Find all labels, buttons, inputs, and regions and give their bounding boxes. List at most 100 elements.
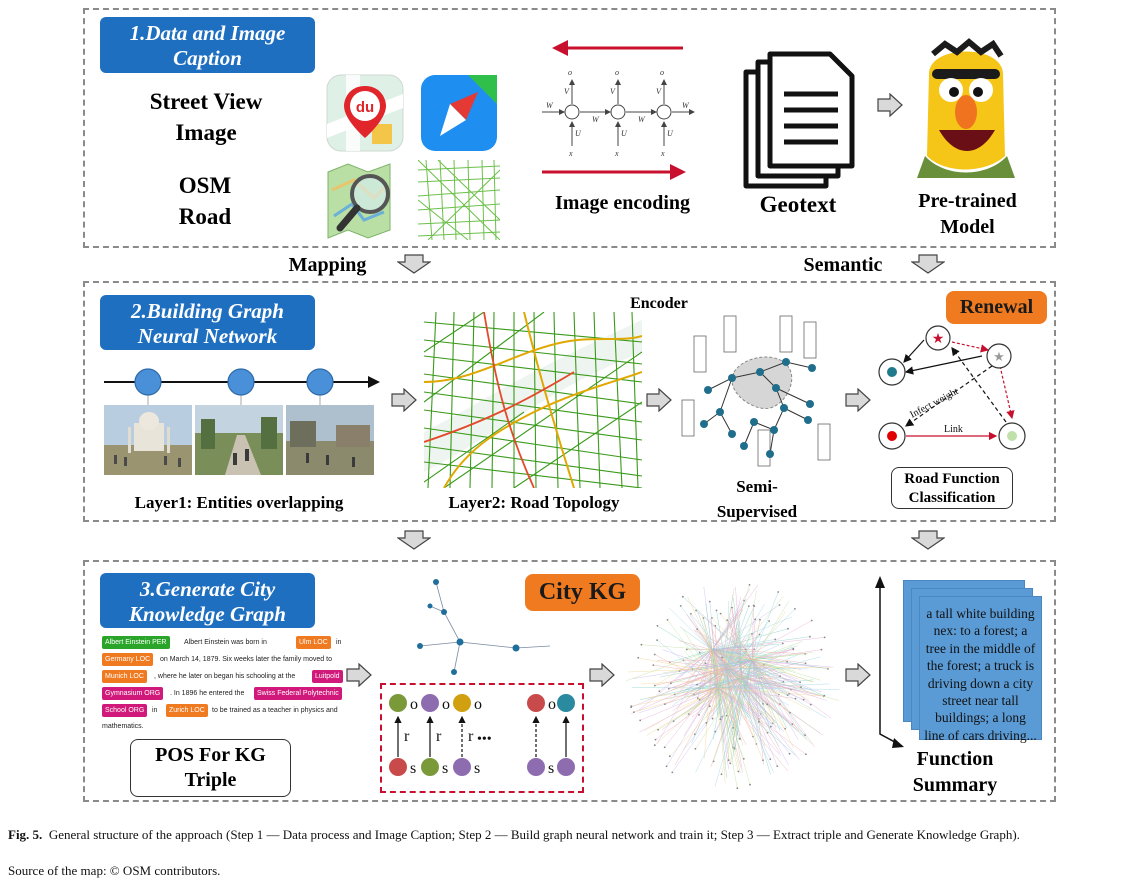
kg-node — [658, 690, 661, 693]
kg-edge — [751, 659, 764, 766]
kg-edge — [711, 649, 782, 729]
kg-node — [654, 684, 656, 687]
svg-text:V: V — [610, 87, 616, 96]
kg-edge — [751, 648, 794, 661]
baidu-icon-text: du — [356, 99, 374, 116]
kg-edge — [702, 615, 719, 689]
kg-edge — [751, 659, 821, 681]
kg-edge — [741, 677, 775, 680]
kg-node — [823, 636, 826, 639]
panel-city-knowledge-graph — [83, 560, 1056, 802]
pos-kg-triple-box: POS For KG Triple — [130, 739, 291, 797]
kg-node — [804, 662, 807, 665]
kg-edge — [711, 628, 727, 669]
kg-node — [729, 762, 732, 765]
kg-node — [719, 612, 722, 615]
street-view-photo-1 — [104, 405, 192, 475]
svg-text:o: o — [548, 696, 556, 713]
small-kg-graph — [417, 579, 551, 675]
kg-node — [705, 722, 708, 724]
kg-edge — [751, 605, 754, 661]
kg-edge — [711, 649, 730, 764]
city-kg-hairball-graph — [626, 584, 840, 790]
kg-node — [633, 711, 635, 713]
kg-node — [777, 591, 780, 593]
kg-edge — [628, 667, 727, 673]
kg-edge — [695, 677, 743, 691]
panel3-header: 3.Generate City Knowledge Graph — [100, 573, 315, 628]
svg-text:U: U — [621, 129, 628, 138]
kg-node — [668, 755, 671, 758]
kg-edge — [711, 616, 793, 651]
function-summary-text: a tall white building nex: to a forest; … — [924, 606, 1037, 743]
gray-arrow-right-5 — [346, 663, 372, 687]
pretrained-model-label: Pre-trained Model — [918, 190, 1017, 238]
svg-text:o: o — [568, 68, 572, 77]
kg-node — [809, 703, 812, 706]
kg-edge — [656, 649, 713, 744]
kg-edge — [685, 649, 713, 666]
kg-node — [704, 662, 707, 665]
kg-edge — [674, 677, 743, 695]
kg-edge — [644, 687, 719, 731]
kg-node — [762, 703, 764, 705]
kg-edge — [668, 607, 713, 651]
kg-node — [762, 759, 764, 762]
baidu-map-icon: du — [326, 74, 404, 152]
kg-edge — [638, 677, 743, 714]
panel1-header: 1.Data and Image Caption — [100, 17, 315, 73]
osm-map-magnifier-icon — [327, 163, 391, 239]
kg-node — [719, 718, 722, 721]
gray-arrow-right-6 — [589, 663, 615, 687]
semi-supervised-graph — [681, 315, 831, 467]
kg-edge — [662, 649, 743, 679]
kg-edge — [657, 677, 743, 731]
kg-edge — [669, 649, 713, 663]
ner-tag: Luitpold — [312, 670, 343, 683]
kg-node — [770, 725, 772, 728]
svg-text:s: s — [474, 760, 480, 777]
kg-node — [754, 618, 757, 621]
kg-node — [630, 706, 632, 709]
mapping-label: Mapping — [288, 254, 367, 276]
kg-node — [768, 620, 770, 622]
kg-edge — [717, 687, 785, 732]
kg-node — [759, 618, 761, 621]
kg-edge — [751, 591, 779, 661]
kg-node — [727, 759, 730, 762]
kg-edge — [726, 620, 753, 661]
gray-arrow-right-7 — [845, 663, 871, 687]
road-topology-map — [424, 312, 642, 488]
kg-node — [799, 681, 801, 684]
street-view-photo-3 — [286, 405, 374, 475]
kg-edge — [751, 659, 764, 704]
kg-node — [766, 703, 769, 706]
kg-edge — [631, 687, 719, 707]
kg-edge — [626, 649, 713, 682]
kg-edge — [751, 659, 834, 668]
gray-arrow-right-2 — [391, 388, 417, 412]
kg-edge — [751, 659, 761, 709]
kg-node — [690, 613, 692, 615]
documents-icon — [743, 51, 855, 189]
kg-edge — [711, 636, 810, 651]
kg-node — [720, 773, 723, 776]
svg-text:U: U — [575, 129, 582, 138]
kg-edge — [686, 614, 713, 651]
kg-edge — [731, 659, 753, 762]
panel-data-image-caption — [83, 8, 1056, 248]
svg-text:V: V — [656, 87, 662, 96]
kg-node — [781, 642, 784, 645]
gray-arrow-right-1 — [877, 93, 903, 117]
ner-tag: Swiss Federal Polytechnic — [254, 687, 342, 700]
kg-node — [778, 604, 781, 606]
kg-edge — [730, 659, 753, 718]
kg-node — [639, 719, 642, 722]
kg-node — [671, 771, 674, 774]
kg-node — [653, 653, 656, 656]
kg-edge — [667, 619, 719, 689]
kg-edge — [715, 677, 743, 732]
kg-node — [714, 624, 717, 627]
svg-text:o: o — [442, 696, 450, 713]
kg-node — [664, 703, 666, 705]
